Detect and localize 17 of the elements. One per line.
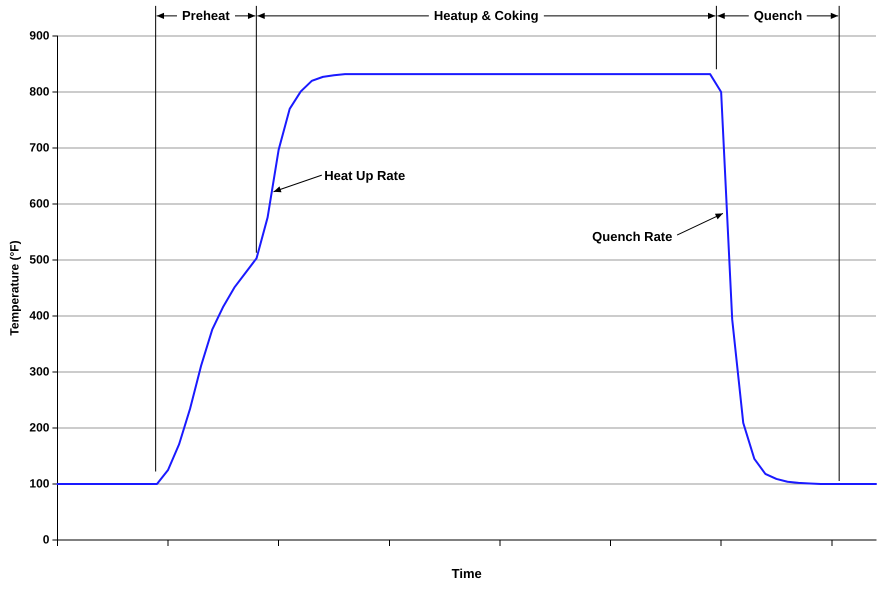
y-tick-label: 0 bbox=[42, 532, 50, 546]
y-tick-label: 500 bbox=[29, 252, 50, 266]
y-tick-label: 300 bbox=[29, 364, 50, 378]
annotation: Heat Up Rate bbox=[324, 168, 406, 184]
y-tick-label: 200 bbox=[29, 420, 50, 434]
y-axis-title: Temperature (°F) bbox=[8, 240, 22, 336]
y-tick-label: 800 bbox=[29, 84, 50, 98]
text: Preheat bbox=[182, 8, 230, 23]
text: Quench bbox=[754, 8, 802, 23]
x-axis-title: Time bbox=[452, 566, 482, 581]
annotation: Quench Rate bbox=[592, 228, 672, 244]
text: Heatup & Coking bbox=[434, 8, 539, 23]
y-tick-label: 700 bbox=[29, 140, 50, 154]
y-tick-label: 600 bbox=[29, 196, 50, 210]
y-tick-label: 100 bbox=[29, 476, 50, 490]
y-tick-label: 400 bbox=[29, 308, 50, 322]
y-tick-label: 900 bbox=[29, 28, 50, 42]
